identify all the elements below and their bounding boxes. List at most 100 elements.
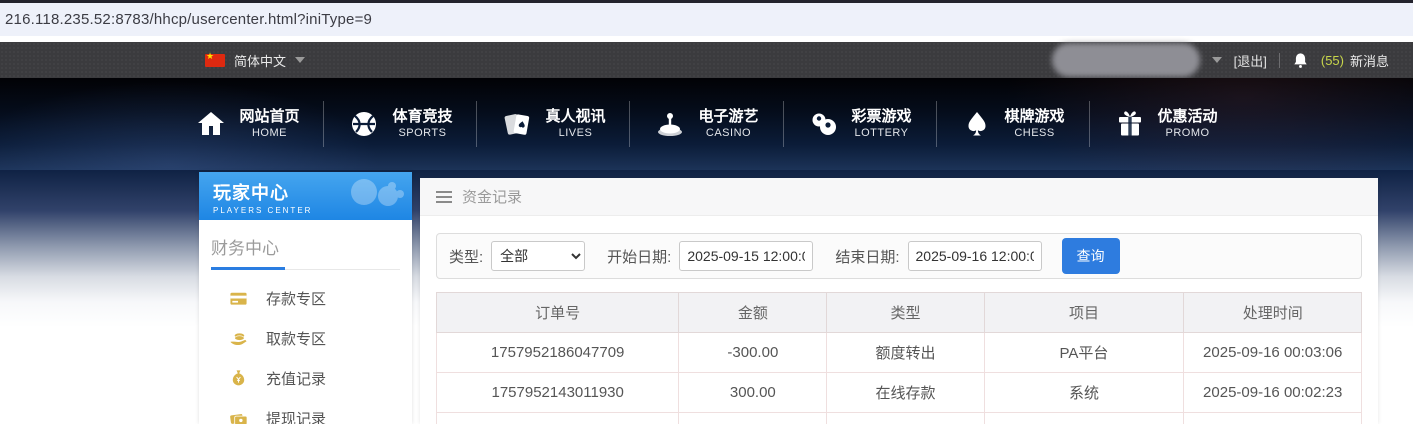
sidebar-item-label: 提现记录 — [266, 410, 327, 424]
china-flag-icon — [205, 51, 225, 67]
recharge-moneybag-icon — [232, 369, 245, 385]
nav-label-en: CHESS — [1014, 126, 1055, 139]
playing-cards-icon — [505, 114, 530, 135]
fund-records-panel: 资金记录 类型: 全部 开始日期: 结束日期: 查询 订单号 金额 类型 项目 — [420, 178, 1378, 424]
cell-project: 系统 — [983, 372, 1185, 413]
sidebar-section-finance[interactable]: 财务中心 — [211, 239, 279, 258]
sidebar-item-deposit[interactable]: 存款专区 — [199, 278, 412, 318]
language-selector[interactable]: 简体中文 — [205, 51, 306, 70]
col-header-type: 类型 — [826, 292, 985, 333]
sidebar-item-withdrawal-records[interactable]: 提现记录 — [199, 398, 412, 424]
divider — [1088, 101, 1090, 147]
nav-label-zh: 优惠活动 — [1157, 107, 1218, 125]
nav-label-en: CASINO — [705, 126, 752, 139]
cell-order-no: 1757952186047709 — [435, 332, 680, 373]
nav-label-en: SPORTS — [398, 126, 447, 139]
cell-type: 额度转出 — [826, 332, 985, 373]
col-header-order-no: 订单号 — [435, 292, 680, 333]
divider — [1278, 52, 1280, 68]
panel-header: 资金记录 — [420, 178, 1378, 216]
cell-process-time: 2025-09-16 00:02:23 — [1183, 372, 1362, 413]
col-header-amount: 金额 — [678, 292, 828, 333]
type-filter-label: 类型: — [449, 248, 484, 266]
language-label: 简体中文 — [234, 53, 287, 69]
end-date-label: 结束日期: — [835, 248, 900, 266]
search-button[interactable]: 查询 — [1061, 238, 1120, 274]
start-date-input[interactable] — [679, 241, 814, 271]
sidebar-subtitle: PLAYERS CENTER — [213, 206, 313, 215]
nav-label-zh: 电子游艺 — [698, 107, 759, 125]
nav-label-en: HOME — [251, 126, 287, 139]
nav-label-en: LIVES — [558, 126, 593, 139]
sidebar-item-label: 取款专区 — [266, 330, 327, 348]
sidebar-item-label: 充值记录 — [266, 370, 327, 388]
cell-order-no: 1757952143011930 — [435, 372, 680, 413]
table-row: 1757952143011930 300.00 在线存款 系统 2025-09-… — [435, 372, 1362, 413]
top-bar: 简体中文 [退出] (55) 新消息 — [0, 42, 1413, 78]
nav-item-home[interactable]: 网站首页 HOME — [171, 108, 323, 141]
nav-label-zh: 彩票游戏 — [851, 107, 912, 125]
nav-label-zh: 体育竞技 — [392, 107, 453, 125]
nav-item-casino[interactable]: 电子游艺 CASINO — [630, 108, 782, 141]
divider — [935, 101, 937, 147]
col-header-project: 项目 — [983, 292, 1185, 333]
cell-amount: -300.00 — [678, 332, 828, 373]
message-label: 新消息 — [1349, 53, 1389, 69]
end-date-input[interactable] — [907, 241, 1042, 271]
username-redacted[interactable] — [1051, 43, 1200, 77]
hamburger-menu-icon[interactable] — [436, 190, 452, 203]
sidebar-item-withdraw[interactable]: 取款专区 — [199, 318, 412, 358]
lottery-balls-icon — [812, 113, 836, 135]
browser-url-bar[interactable]: 216.118.235.52:8783/hhcp/usercenter.html… — [0, 3, 1413, 36]
sidebar-header: 玩家中心 PLAYERS CENTER — [199, 172, 412, 220]
nav-label-zh: 真人视讯 — [545, 107, 606, 125]
panel-title: 资金记录 — [462, 189, 523, 206]
nav-label-en: PROMO — [1165, 126, 1210, 139]
spade-icon — [968, 112, 986, 136]
divider — [629, 101, 631, 147]
table-header-row: 订单号 金额 类型 项目 处理时间 — [435, 292, 1362, 333]
nav-item-promo[interactable]: 优惠活动 PROMO — [1090, 108, 1242, 141]
nav-item-chess[interactable]: 棋牌游戏 CHESS — [937, 108, 1089, 141]
basketball-icon — [352, 112, 377, 136]
divider — [476, 101, 478, 147]
browser-top-strip — [0, 0, 1413, 3]
sidebar-section: 财务中心 — [199, 220, 412, 270]
filter-bar: 类型: 全部 开始日期: 结束日期: 查询 — [436, 233, 1362, 279]
cell-type: 在线存款 — [826, 372, 985, 413]
player-center-sidebar: 玩家中心 PLAYERS CENTER 财务中心 存款专区 — [199, 172, 412, 424]
sidebar-title: 玩家中心 — [213, 183, 289, 203]
gift-icon — [1118, 111, 1141, 136]
nav-item-lives[interactable]: 真人视讯 LIVES — [477, 108, 629, 141]
cell-process-time: 2025-09-16 00:03:06 — [1183, 332, 1362, 373]
nav-label-zh: 棋牌游戏 — [1004, 107, 1065, 125]
logout-link[interactable]: [退出] — [1233, 53, 1267, 69]
fund-records-table: 订单号 金额 类型 项目 处理时间 1757952186047709 -300.… — [435, 292, 1362, 424]
table-row-clipped — [435, 412, 1362, 424]
deposit-card-icon — [230, 292, 247, 305]
withdrawal-wallet-icon — [230, 413, 248, 424]
sidebar-item-recharge-records[interactable]: 充值记录 — [199, 358, 412, 398]
table-row: 1757952186047709 -300.00 额度转出 PA平台 2025-… — [435, 332, 1362, 373]
sidebar-menu: 存款专区 取款专区 充值记录 — [199, 270, 412, 424]
col-header-process-time: 处理时间 — [1183, 292, 1362, 333]
new-messages-link[interactable]: (55) 新消息 — [1321, 51, 1389, 70]
cell-amount: 300.00 — [678, 372, 828, 413]
bell-icon[interactable] — [1292, 52, 1309, 69]
chevron-down-icon — [295, 57, 306, 63]
top-bar-right: [退出] (55) 新消息 — [1051, 43, 1389, 77]
nav-label-zh: 网站首页 — [239, 107, 300, 125]
divider — [782, 101, 784, 147]
start-date-label: 开始日期: — [607, 248, 672, 266]
type-select[interactable]: 全部 — [491, 241, 586, 271]
cell-project: PA平台 — [983, 332, 1185, 373]
section-underline — [211, 267, 400, 270]
roulette-icon — [658, 113, 683, 136]
home-icon — [198, 112, 225, 135]
account-chevron-down-icon[interactable] — [1211, 57, 1222, 63]
url-text: 216.118.235.52:8783/hhcp/usercenter.html… — [5, 11, 373, 28]
main-navigation: 网站首页 HOME 体育竞技 SPORTS 真人视讯 — [0, 78, 1413, 170]
nav-item-sports[interactable]: 体育竞技 SPORTS — [324, 108, 476, 141]
nav-item-lottery[interactable]: 彩票游戏 LOTTERY — [784, 108, 936, 141]
